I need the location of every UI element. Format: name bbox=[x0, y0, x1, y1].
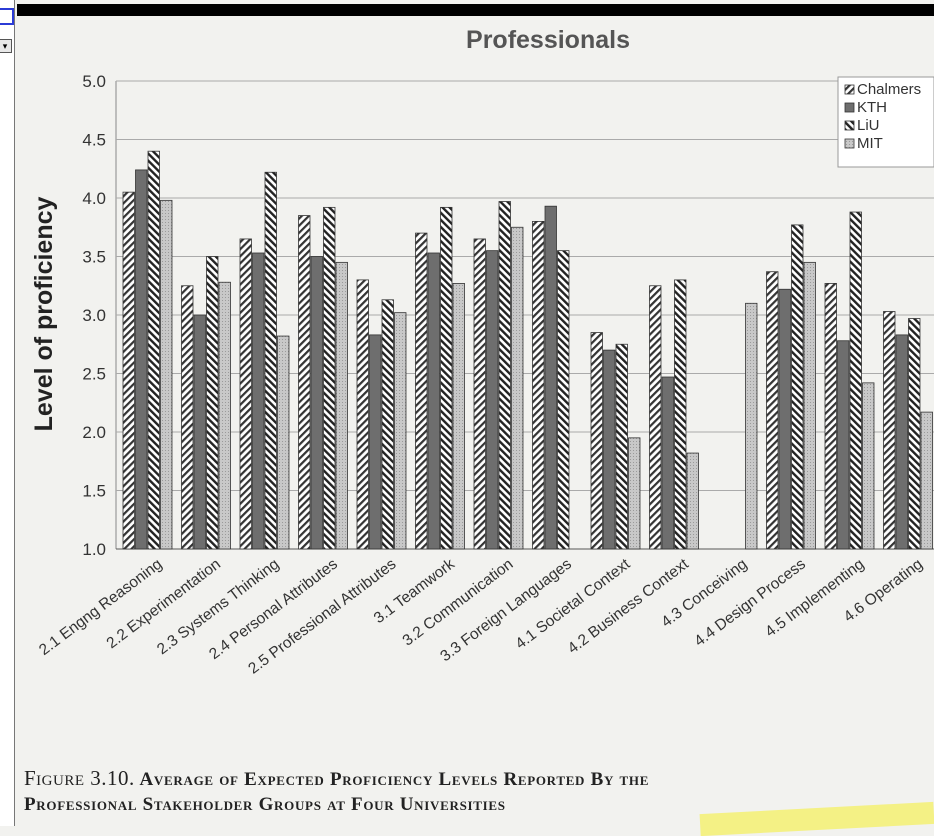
bar-chalmers-12 bbox=[766, 271, 779, 550]
bar-mit-4 bbox=[335, 261, 348, 550]
left-pane-link-box[interactable] bbox=[0, 8, 14, 25]
bar-kth-6 bbox=[427, 252, 440, 550]
bar-chalmers-7 bbox=[473, 238, 486, 550]
bar-kth-4 bbox=[310, 256, 323, 550]
bar-liu-13 bbox=[849, 211, 862, 550]
bar-chalmers-5 bbox=[356, 279, 369, 550]
bar-liu-10 bbox=[674, 279, 687, 550]
bar-chalmers-10 bbox=[649, 285, 662, 550]
bar-mit-14 bbox=[920, 411, 933, 550]
y-axis-label: Level of proficiency bbox=[30, 197, 58, 432]
bar-kth-8 bbox=[544, 205, 557, 550]
bar-mit-6 bbox=[452, 283, 465, 550]
bar-mit-10 bbox=[686, 452, 699, 550]
y-tick-label: 3.5 bbox=[82, 248, 106, 267]
bar-kth-13 bbox=[837, 340, 850, 550]
bar-liu-7 bbox=[498, 201, 511, 550]
bar-kth-7 bbox=[486, 250, 499, 550]
bar-liu-3 bbox=[264, 171, 277, 550]
bar-mit-7 bbox=[511, 226, 524, 550]
legend-entry: Chalmers bbox=[857, 81, 921, 98]
caption-figure-label: Figure 3.10. bbox=[24, 766, 135, 790]
x-tick-label: 4.5 Implementing bbox=[762, 556, 867, 641]
bar-mit-12 bbox=[803, 261, 816, 550]
chart-title: Professionals bbox=[466, 26, 630, 54]
bar-chalmers-8 bbox=[532, 220, 545, 550]
legend-swatch bbox=[844, 84, 855, 95]
legend-swatch bbox=[844, 102, 855, 113]
legend-swatch bbox=[844, 120, 855, 131]
bar-liu-5 bbox=[381, 299, 394, 550]
y-tick-label: 4.5 bbox=[82, 131, 106, 150]
bar-liu-2 bbox=[206, 256, 219, 550]
bar-chalmers-6 bbox=[415, 232, 428, 550]
figure-caption: Figure 3.10. Average of Expected Profici… bbox=[24, 766, 934, 817]
bar-mit-3 bbox=[277, 335, 290, 550]
y-tick-label: 4.0 bbox=[82, 189, 106, 208]
legend-entry: MIT bbox=[857, 135, 883, 152]
bar-chalmers-9 bbox=[590, 332, 603, 550]
left-pane: ▾ bbox=[0, 0, 15, 826]
bar-liu-8 bbox=[557, 250, 570, 550]
caption-text-line-2: Professional Stakeholder Groups at Four … bbox=[24, 794, 506, 815]
bar-kth-14 bbox=[895, 334, 908, 550]
bar-kth-3 bbox=[252, 252, 265, 550]
bar-chalmers-1 bbox=[122, 191, 135, 550]
y-tick-label: 3.0 bbox=[82, 306, 106, 325]
bar-liu-9 bbox=[615, 343, 628, 550]
y-tick-label: 5.0 bbox=[82, 72, 106, 91]
caption-line-2: Professional Stakeholder Groups at Four … bbox=[24, 792, 934, 817]
caption-text-line-1: Average of Expected Proficiency Levels R… bbox=[139, 769, 650, 790]
bar-kth-9 bbox=[603, 349, 616, 550]
bar-mit-13 bbox=[862, 382, 875, 550]
y-tick-label: 1.5 bbox=[82, 482, 106, 501]
bar-mit-2 bbox=[218, 281, 231, 550]
legend-entry: LiU bbox=[857, 117, 880, 134]
bar-liu-12 bbox=[791, 224, 804, 550]
bar-mit-5 bbox=[394, 312, 407, 550]
bar-chalmers-13 bbox=[824, 283, 837, 550]
bar-kth-5 bbox=[369, 334, 382, 550]
bar-chalmers-2 bbox=[181, 285, 194, 550]
bars bbox=[122, 150, 933, 550]
y-tick-label: 2.0 bbox=[82, 423, 106, 442]
x-tick-label: 4.4 Design Process bbox=[691, 555, 809, 650]
bar-kth-1 bbox=[135, 169, 148, 550]
bar-liu-4 bbox=[323, 206, 336, 550]
bar-liu-1 bbox=[147, 150, 160, 550]
bar-kth-12 bbox=[778, 288, 791, 550]
bar-mit-11 bbox=[745, 302, 758, 550]
bar-mit-9 bbox=[628, 437, 641, 550]
bar-mit-1 bbox=[160, 199, 173, 550]
y-tick-label: 1.0 bbox=[82, 540, 106, 559]
chevron-down-icon[interactable]: ▾ bbox=[0, 39, 12, 53]
y-tick-label: 2.5 bbox=[82, 365, 106, 384]
bar-chalmers-14 bbox=[883, 311, 896, 550]
top-black-bar bbox=[17, 4, 934, 16]
bar-chalmers-4 bbox=[298, 215, 311, 550]
bar-kth-10 bbox=[661, 376, 674, 550]
bar-liu-6 bbox=[440, 206, 453, 550]
bar-kth-2 bbox=[193, 314, 206, 550]
bar-chart: Professionals Level of proficiency 1.01.… bbox=[30, 26, 934, 678]
legend-swatch bbox=[844, 138, 855, 149]
y-axis-ticks: 1.0 1.5 2.0 2.5 3.0 3.5 4.0 4.5 5.0 bbox=[82, 72, 106, 559]
caption-line-1: Figure 3.10. Average of Expected Profici… bbox=[24, 766, 934, 792]
bar-chalmers-3 bbox=[239, 238, 252, 550]
bar-liu-14 bbox=[908, 318, 921, 550]
legend-entry: KTH bbox=[857, 99, 887, 116]
